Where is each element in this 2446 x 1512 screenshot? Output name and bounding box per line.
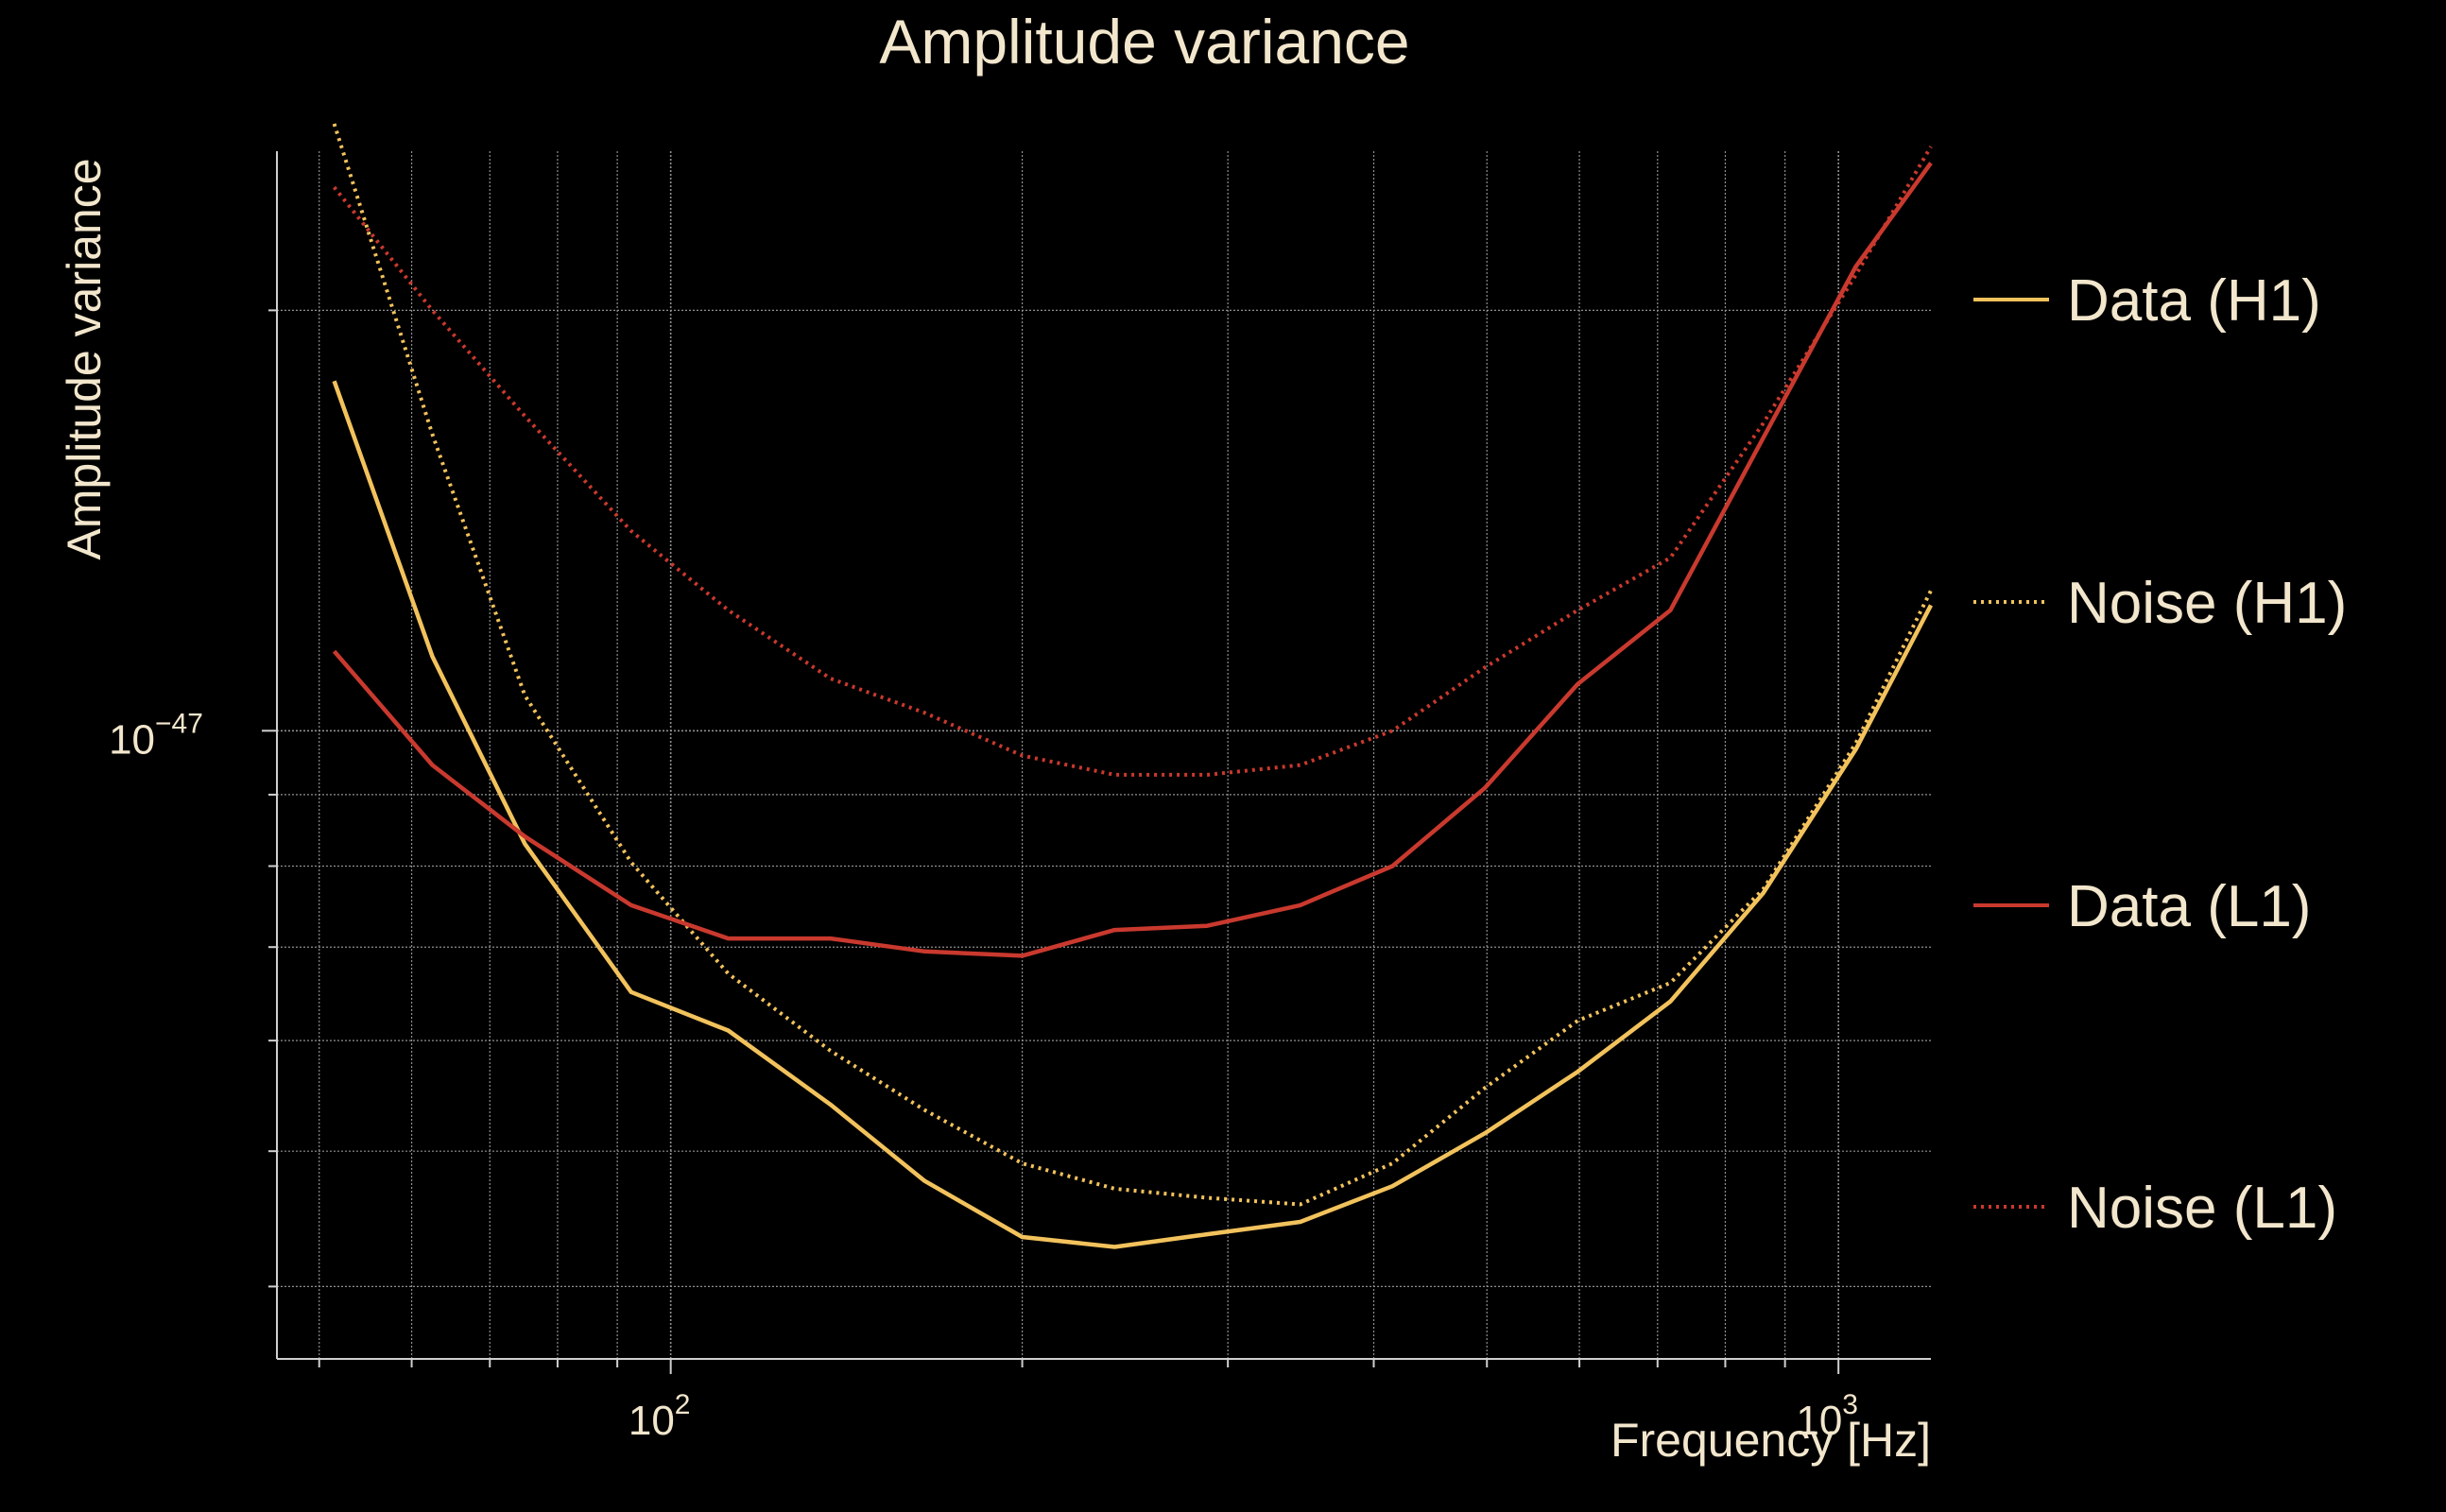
x-tick-label-exponent: 3 — [1842, 1389, 1858, 1420]
x-tick-label-exponent: 2 — [675, 1389, 691, 1420]
legend-label: Noise (H1) — [2067, 571, 2347, 636]
series-line-data-l1 — [332, 162, 1933, 958]
y-axis-label: Amplitude variance — [58, 158, 111, 559]
series-line-noise-l1 — [333, 146, 1933, 777]
legend-label: Noise (L1) — [2067, 1176, 2337, 1241]
grid-lines — [277, 151, 1931, 1359]
x-axis-label: Frequency [Hz] — [1611, 1414, 1931, 1467]
series-line-data-h1 — [332, 380, 1933, 1249]
axes — [262, 151, 1931, 1374]
series-lines — [332, 123, 1933, 1249]
y-tick-label-exponent: −47 — [155, 708, 203, 739]
chart-title: Amplitude variance — [879, 7, 1409, 77]
legend-label: Data (L1) — [2067, 874, 2311, 939]
legend: Data (H1) Noise (H1) Data (L1) Noise (L1) — [1973, 268, 2347, 1241]
legend-label: Data (H1) — [2067, 268, 2321, 334]
